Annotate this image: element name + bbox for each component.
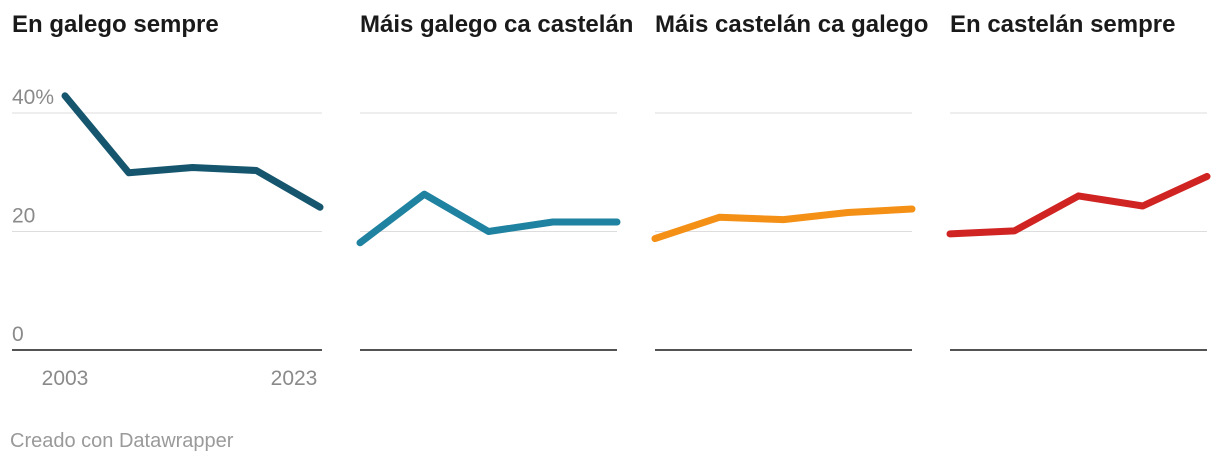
credit-text: Creado con Datawrapper: [10, 430, 234, 452]
series-line-panel-2: [356, 190, 621, 247]
y-tick-label-20: 20: [12, 205, 35, 228]
panel-title-mais-castelan: Máis castelán ca galego: [655, 11, 929, 38]
panel-title-galego-sempre: En galego sempre: [12, 11, 219, 38]
small-multiples-chart: 0 20 40% 2003 2023: [12, 86, 1211, 390]
y-tick-label-0: 0: [12, 323, 24, 346]
series-line-panel-3: [651, 205, 916, 243]
panel-title-castelan-sempre: En castelán sempre: [950, 11, 1176, 38]
x-tick-label-start: 2003: [42, 367, 89, 390]
x-tick-label-end: 2023: [271, 367, 318, 390]
panel-title-mais-galego: Máis galego ca castelán: [360, 11, 634, 38]
y-tick-label-40: 40%: [12, 86, 54, 109]
series-line-panel-1: [61, 92, 324, 211]
series-line-panel-4: [946, 172, 1211, 238]
